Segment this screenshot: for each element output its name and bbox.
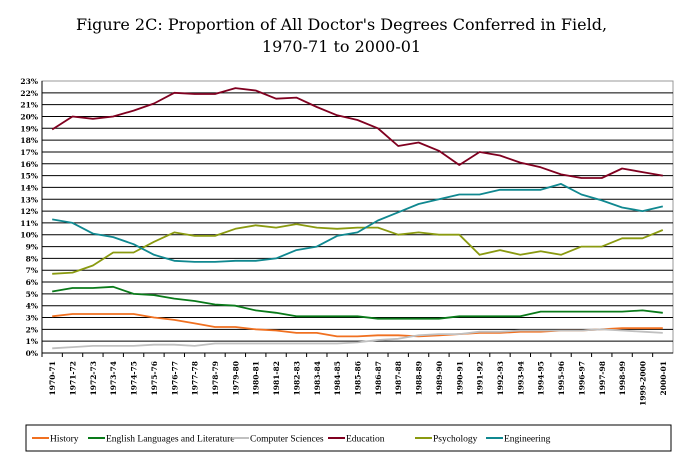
y-tick-label: 3% (26, 314, 38, 323)
y-tick-label: 11% (20, 219, 38, 228)
y-tick-label: 13% (20, 195, 38, 204)
x-tick-label: 1983-84 (313, 361, 322, 395)
y-tick-label: 2% (26, 325, 38, 334)
legend-label: Psychology (433, 435, 478, 445)
y-tick-label: 21% (20, 101, 38, 110)
x-tick-label: 1992-93 (496, 361, 505, 395)
legend (25, 424, 672, 452)
y-tick-label: 19% (20, 124, 38, 133)
chart-title-line1: Figure 2C: Proportion of All Doctor's De… (75, 15, 608, 34)
x-tick-label: 1976-77 (170, 361, 179, 395)
x-tick-label: 1987-88 (394, 361, 403, 395)
series-line-engineering (52, 182, 664, 263)
x-tick-label: 1995-96 (557, 361, 566, 395)
x-tick-label: 1979-80 (231, 361, 240, 395)
y-tick-label: 14% (20, 183, 38, 192)
y-tick-label: 9% (26, 243, 38, 252)
y-tick-label: 23% (20, 77, 38, 86)
y-tick-label: 0% (26, 349, 38, 358)
legend-label: History (50, 435, 79, 445)
x-tick-label: 2000-01 (659, 361, 668, 395)
x-tick-label: 1985-86 (354, 361, 363, 395)
y-tick-label: 1% (26, 337, 38, 346)
x-tick-label: 1975-76 (150, 361, 159, 395)
x-tick-label: 1984-85 (333, 361, 342, 395)
y-tick-label: 4% (26, 302, 38, 311)
x-tick-label: 1973-74 (109, 361, 118, 395)
chart-title: Figure 2C: Proportion of All Doctor's De… (0, 14, 683, 58)
x-tick-label: 1978-79 (211, 361, 220, 395)
chart-subtitle: 1970-71 to 2000-01 (261, 37, 422, 56)
series-line-english-languages-and-literature (52, 285, 663, 320)
plot-area (41, 80, 674, 354)
x-tick-label: 1971-72 (69, 361, 78, 395)
x-tick-label: 1986-87 (374, 361, 383, 395)
legend-label: Education (346, 435, 385, 445)
y-tick-label: 16% (20, 160, 38, 169)
series-line-computer-sciences (52, 328, 663, 350)
series-line-education (51, 87, 663, 179)
x-tick-label: 1994-95 (537, 361, 546, 395)
x-tick-label: 1993-94 (516, 361, 525, 395)
y-tick-label: 20% (20, 112, 38, 121)
x-tick-label: 1982-83 (292, 361, 301, 395)
x-tick-label: 1980-81 (252, 361, 261, 395)
legend-label: Computer Sciences (250, 435, 324, 445)
y-tick-label: 17% (20, 148, 38, 157)
x-tick-label: 1988-89 (415, 361, 424, 395)
y-tick-label: 7% (26, 266, 38, 275)
x-tick-label: 1991-92 (476, 361, 485, 395)
legend-label: Engineering (504, 435, 551, 445)
x-tick-label: 1998-99 (618, 361, 627, 395)
x-tick-label: 1977-78 (191, 361, 200, 395)
x-tick-label: 1996-97 (577, 361, 586, 395)
x-tick-label: 1989-90 (435, 361, 444, 395)
y-tick-label: 8% (26, 254, 38, 263)
x-tick-label: 1999-2000 (638, 361, 647, 406)
x-tick-label: 1972-73 (89, 361, 98, 395)
x-tick-label: 1974-75 (130, 361, 139, 395)
y-tick-label: 22% (20, 89, 38, 98)
legend-label: English Languages and Literature (106, 435, 234, 445)
y-tick-label: 10% (20, 231, 38, 240)
y-tick-label: 15% (20, 172, 38, 181)
x-tick-label: 1990-91 (455, 361, 464, 395)
x-tick-label: 1981-82 (272, 361, 281, 395)
x-tick-label: 1997-98 (598, 361, 607, 395)
y-tick-label: 12% (20, 207, 38, 216)
series-line-psychology (52, 223, 664, 275)
y-tick-label: 6% (26, 278, 38, 287)
y-tick-label: 18% (20, 136, 38, 145)
x-tick-label: 1970-71 (48, 361, 57, 395)
y-tick-label: 5% (26, 290, 38, 299)
